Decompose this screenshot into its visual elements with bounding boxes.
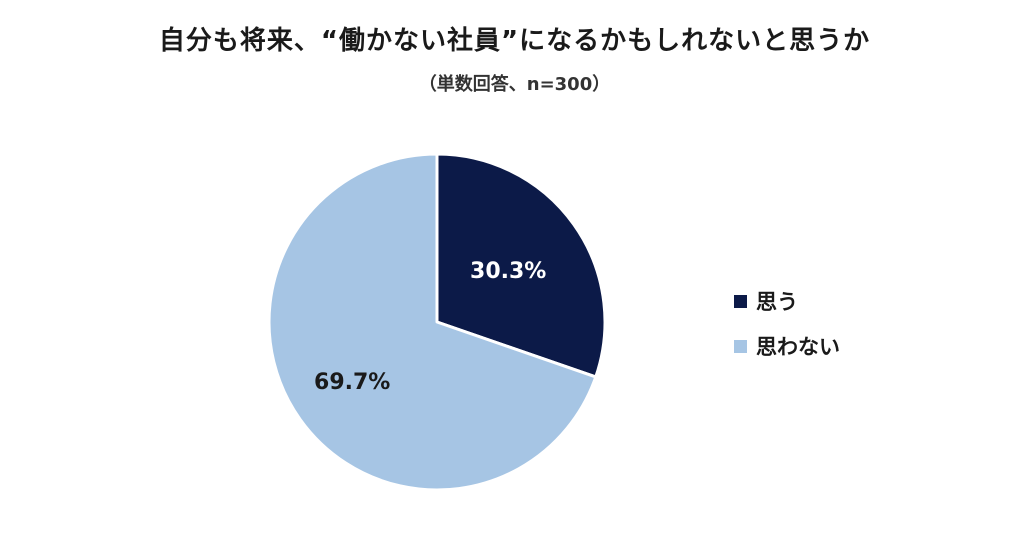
legend-swatch-omowanai — [734, 339, 747, 353]
data-label-omou: 30.3% — [470, 259, 546, 284]
pie-slices — [267, 152, 607, 492]
pie-labels: 30.3% 69.7% — [314, 259, 546, 395]
legend-swatch-omou — [734, 294, 747, 308]
pie-slice-omowanai — [267, 152, 598, 492]
chart-subtitle: （単数回答、n=300） — [418, 74, 611, 95]
data-label-omowanai: 69.7% — [314, 370, 390, 395]
legend-label-omou: 思う — [756, 290, 798, 314]
legend-item-omowanai: 思わない — [734, 331, 840, 361]
legend-label-omowanai: 思わない — [756, 335, 840, 359]
legend: 思う 思わない — [734, 286, 840, 376]
pie-slice-omou — [435, 152, 607, 379]
chart-title: 自分も将来、“働かない社員”になるかもしれないと思うか — [158, 26, 871, 56]
legend-item-omou: 思う — [734, 286, 840, 316]
